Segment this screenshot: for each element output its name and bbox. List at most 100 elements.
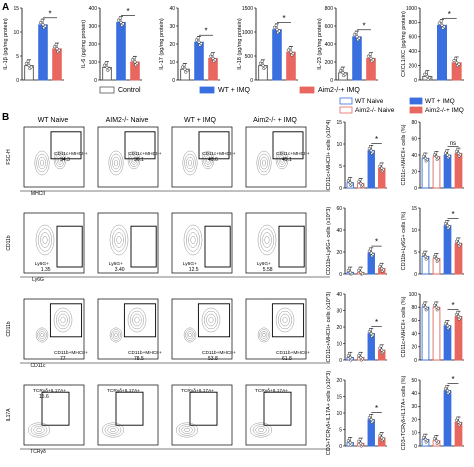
contour-line bbox=[109, 327, 123, 343]
bar-chart-12: 0 5 10 15 20 CD3+TCRγδ+IL17A+ cells (x10^3) * bbox=[326, 371, 387, 455]
data-point bbox=[434, 439, 439, 443]
y-tick-label: 10 bbox=[13, 30, 19, 36]
contour-line bbox=[40, 333, 44, 337]
y-axis-label: IL-18 (pg/mg protein) bbox=[237, 18, 243, 70]
data-point bbox=[434, 151, 438, 155]
y-tick-label: 20 bbox=[411, 345, 417, 351]
data-point bbox=[121, 22, 125, 26]
gate bbox=[56, 225, 83, 268]
data-point bbox=[185, 69, 189, 73]
y-tick-label: 15 bbox=[411, 206, 417, 212]
flow-plot: CD11c+MHCII+34.3 bbox=[23, 126, 88, 188]
data-point bbox=[434, 435, 438, 439]
flow-y-axis-label: FSC-H bbox=[6, 149, 12, 165]
data-point bbox=[359, 355, 363, 360]
y-tick-label: 800 bbox=[409, 20, 418, 26]
gate bbox=[278, 225, 305, 268]
data-point bbox=[291, 52, 295, 56]
y-tick-label: 30 bbox=[411, 404, 417, 410]
data-point bbox=[104, 61, 108, 65]
gate bbox=[50, 131, 82, 160]
contour-line bbox=[256, 150, 272, 176]
data-point bbox=[358, 437, 362, 441]
data-point bbox=[371, 58, 375, 62]
y-axis-label: CD11b+Ly6G+ cells (%) bbox=[401, 211, 407, 270]
y-tick-label: 60 bbox=[336, 206, 342, 212]
data-point bbox=[439, 19, 443, 23]
data-point bbox=[354, 30, 358, 35]
contour-line bbox=[181, 426, 193, 434]
data-point bbox=[445, 224, 450, 228]
y-tick-label: 0 bbox=[339, 186, 342, 192]
data-point bbox=[183, 67, 187, 71]
contour-line bbox=[114, 232, 124, 248]
significance-label: * bbox=[448, 10, 451, 19]
y-tick-label: 80 bbox=[411, 305, 417, 311]
contour-line bbox=[184, 428, 190, 432]
data-point bbox=[369, 414, 373, 418]
significance-label: * bbox=[126, 7, 129, 16]
y-tick-label: 100 bbox=[409, 292, 418, 298]
data-point bbox=[194, 38, 198, 42]
bar-chart-7: 0 20 40 60 80 CD11c+MHCII+ cells (%) ns bbox=[401, 120, 464, 192]
gate-label: CD11c+MHCII+ bbox=[276, 151, 310, 157]
contour-line bbox=[176, 422, 198, 438]
data-point bbox=[456, 420, 461, 424]
legend-label: Control bbox=[118, 87, 141, 94]
bar bbox=[421, 157, 430, 189]
gate bbox=[130, 225, 157, 268]
contour-line bbox=[206, 313, 216, 327]
contour-line bbox=[182, 150, 198, 176]
data-point bbox=[107, 67, 111, 71]
contour-line bbox=[252, 424, 270, 436]
data-point bbox=[210, 52, 214, 56]
bar bbox=[443, 325, 452, 361]
flow-plot: TCRγδ+IL17A+15.6 bbox=[23, 384, 85, 446]
flow-y-axis-label: CD11b bbox=[6, 321, 12, 336]
data-point bbox=[369, 418, 373, 422]
data-point bbox=[130, 58, 134, 62]
data-point bbox=[425, 74, 429, 78]
y-tick-label: 0 bbox=[414, 78, 417, 84]
data-point bbox=[348, 270, 352, 274]
data-point bbox=[348, 441, 352, 445]
y-tick-label: 5 bbox=[339, 427, 342, 433]
gate-label: TCRγδ+IL17A+ bbox=[107, 388, 140, 394]
data-point bbox=[288, 46, 292, 50]
y-tick-label: 0 bbox=[172, 78, 175, 84]
contour-line bbox=[110, 153, 122, 173]
column-headers: WT Naive AIM2-/- Naive WT + IMQ Aim2-/- + I… bbox=[38, 117, 298, 124]
y-tick-label: 400 bbox=[89, 6, 98, 12]
contour-line bbox=[262, 159, 266, 167]
legend-label: Aim2-/- Naive bbox=[355, 107, 395, 114]
data-point bbox=[211, 56, 215, 60]
data-point bbox=[40, 18, 44, 23]
contour-line bbox=[255, 426, 267, 434]
data-point bbox=[348, 266, 352, 270]
contour-line bbox=[114, 159, 118, 167]
y-tick-label: 60 bbox=[411, 318, 417, 324]
data-point bbox=[424, 70, 428, 74]
gate-label: CD11c+MHCII+ bbox=[128, 151, 162, 157]
flow-y-axis-label: IL17A bbox=[6, 408, 12, 422]
data-point bbox=[38, 21, 42, 25]
flow-x-axis-label: TCRγδ bbox=[30, 449, 46, 455]
contour-line bbox=[42, 236, 48, 244]
contour-line bbox=[186, 331, 194, 339]
gate bbox=[49, 303, 83, 338]
bar-chart-13: 0 10 20 30 40 50 CD3+TCRγδ+IL17A+ cells (%) * bbox=[401, 375, 464, 450]
data-point bbox=[379, 432, 383, 436]
data-point bbox=[286, 48, 290, 52]
y-tick-label: 80 bbox=[411, 120, 417, 126]
data-point bbox=[359, 182, 363, 186]
data-point bbox=[132, 56, 136, 60]
flow-x-axis-label: MHCII bbox=[31, 191, 45, 197]
gate-label: Ly6G+ bbox=[257, 261, 271, 267]
data-point bbox=[369, 247, 373, 251]
flow-plot: CD11c+MHCII+45.1 bbox=[245, 126, 310, 188]
y-tick-label: 20 bbox=[411, 417, 417, 423]
contour-line bbox=[112, 331, 120, 339]
bar-chart-10: 0 10 20 30 40 CD11c+MHCII+ cells (x10^3) * bbox=[326, 292, 387, 364]
